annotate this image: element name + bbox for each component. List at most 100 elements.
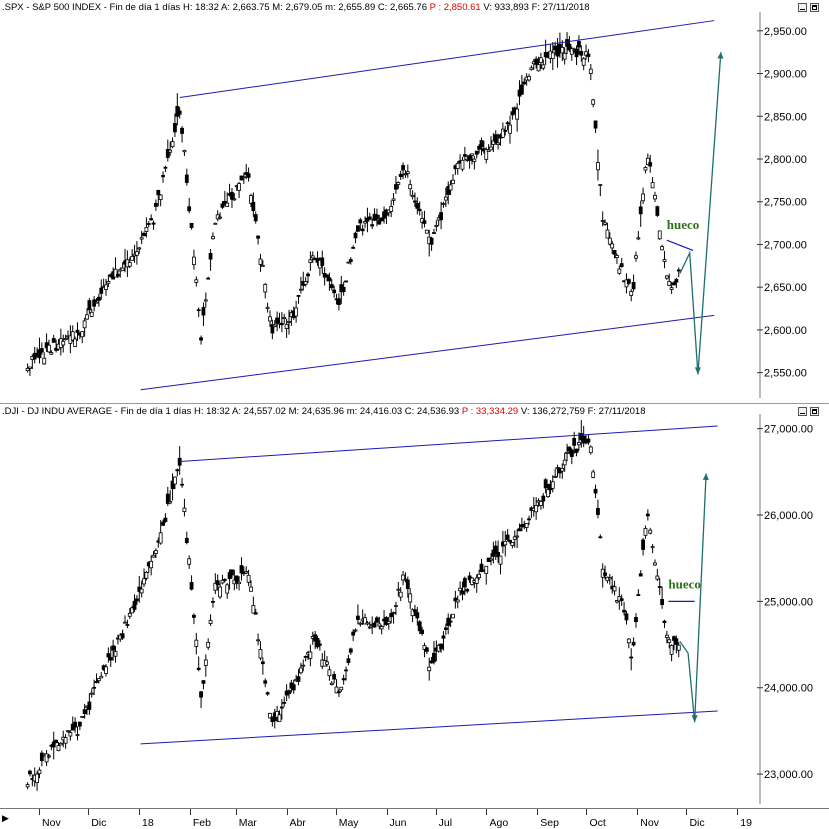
candle-body (524, 522, 529, 528)
candle-body (256, 235, 261, 239)
candle-body (161, 521, 165, 526)
candle-body (211, 600, 215, 603)
candle-body (49, 352, 54, 355)
candle-body (660, 246, 665, 251)
candle-body (638, 573, 643, 577)
candle-body (394, 184, 398, 190)
candle-body (496, 552, 501, 558)
candle-body (61, 340, 66, 346)
candle-body (539, 57, 543, 63)
candle-body (353, 629, 358, 632)
candle-body (622, 609, 626, 613)
candle-body (441, 202, 446, 205)
time-tick-label: 19 (740, 817, 752, 829)
candle-body (135, 598, 139, 602)
candle-body (120, 267, 125, 271)
time-tick (139, 809, 141, 815)
candle-body (353, 232, 358, 239)
candle-body (417, 621, 422, 632)
candle-body (25, 367, 30, 372)
candle-body (565, 39, 569, 47)
candle-body (58, 743, 63, 746)
time-tick (486, 809, 488, 815)
candle-body (187, 206, 192, 212)
candle-body (641, 193, 645, 202)
time-tick (435, 809, 437, 815)
candle-body (634, 617, 638, 623)
price-tick-label: 2,700.00 (764, 239, 807, 251)
candle-body (251, 605, 256, 614)
candle-body (667, 639, 672, 643)
candle-body (401, 165, 405, 171)
candle-body (560, 468, 565, 472)
candle-body (249, 195, 253, 204)
spx-maximize-button[interactable] (810, 3, 819, 12)
candle-body (184, 537, 189, 544)
candle-body (581, 435, 586, 444)
candle-body (636, 594, 641, 596)
candle-body (372, 622, 377, 628)
candle-body (667, 281, 672, 286)
candle-body (377, 220, 382, 225)
candle-body (584, 51, 588, 56)
candle-body (225, 584, 230, 594)
candle-body (106, 281, 111, 284)
time-tick-label: May (338, 817, 359, 829)
candle-body (144, 571, 149, 579)
dji-minimize-button[interactable] (798, 407, 807, 416)
spx-minimize-button[interactable] (798, 3, 807, 12)
candle-body (344, 280, 348, 283)
candle-body (612, 250, 617, 255)
candle-body (28, 366, 32, 369)
candle-body (543, 479, 548, 489)
candle-body (669, 287, 674, 290)
candle-body (458, 587, 463, 592)
candle-body (142, 232, 146, 237)
candle-body (574, 48, 579, 58)
price-tick-label: 2,650.00 (764, 282, 807, 294)
candle-body (553, 476, 558, 478)
candle-body (455, 163, 460, 169)
candle-body (108, 657, 113, 661)
candle-body (158, 532, 163, 544)
time-tick-label: Jul (438, 817, 453, 829)
candle-body (489, 558, 493, 561)
candle-body (574, 448, 579, 454)
candle-body (598, 184, 603, 186)
time-tick-label: Nov (640, 817, 659, 829)
candle-body (192, 256, 196, 266)
candle-body (104, 284, 108, 290)
candle-body (199, 337, 203, 341)
candle-body (550, 481, 555, 489)
dji-maximize-button[interactable] (810, 407, 819, 416)
candle-body (73, 338, 78, 347)
candle-body (85, 314, 89, 320)
candle-body (539, 500, 543, 506)
candle-body (503, 129, 508, 132)
candle-body (615, 255, 619, 259)
price-tick-label: 2,750.00 (764, 197, 807, 209)
spx-a: A: 2,663.75 (221, 2, 270, 13)
candle-body (51, 741, 56, 748)
candle-body (664, 634, 669, 638)
time-tick-label: Mar (238, 817, 257, 829)
candle-body (676, 269, 681, 272)
scroll-left-icon[interactable]: ▶ (2, 813, 9, 823)
candle-body (184, 174, 189, 183)
time-tick (88, 809, 90, 815)
candle-body (277, 714, 282, 722)
candle-body (441, 635, 446, 639)
candle-body (154, 203, 158, 207)
candle-body (655, 575, 660, 580)
candle-body (474, 577, 479, 584)
candle-body (94, 681, 99, 683)
candle-body (348, 648, 353, 653)
channel-lower-line (140, 710, 718, 745)
candle-body (567, 43, 572, 51)
candle-body (256, 639, 261, 642)
candle-body (593, 488, 598, 494)
candle-body (634, 255, 638, 259)
candle-body (391, 612, 396, 614)
candle-body (607, 237, 612, 245)
candle-body (598, 536, 603, 539)
